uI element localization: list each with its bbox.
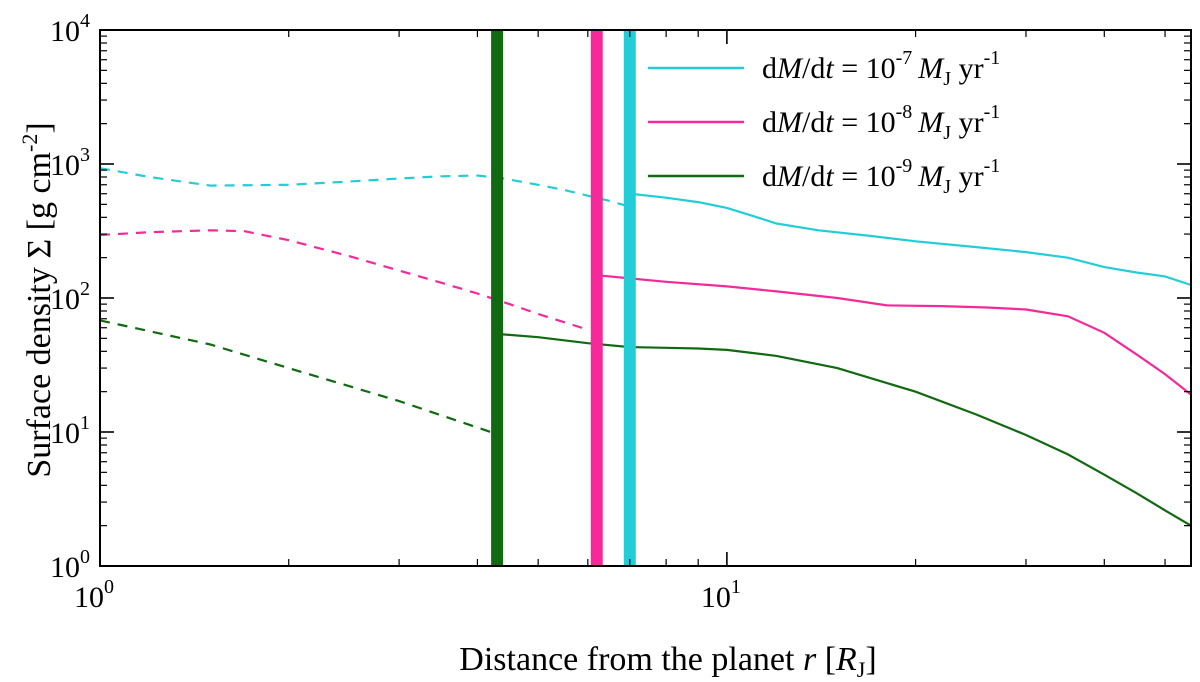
legend-eq: = 10 <box>834 52 896 85</box>
legend-yr: yr <box>951 106 984 139</box>
y-tick-label: 100 <box>50 546 90 584</box>
legend-M: M <box>776 106 804 139</box>
legend-MJ: M <box>917 160 945 193</box>
legend-t: t <box>825 106 834 139</box>
legend-slash-d: /d <box>802 52 825 85</box>
x-axis-label: Distance from the planet r [RJ] <box>459 641 876 682</box>
x-tick-exponent: 1 <box>731 576 741 598</box>
legend-MJ: M <box>917 106 945 139</box>
y-axis-label: Surface density Σ [g cm-2] <box>17 122 58 477</box>
series-2-solid-line <box>596 274 1191 396</box>
y-tick-exponent: 1 <box>80 412 90 434</box>
legend-t: t <box>825 160 834 193</box>
y-tick-label: 103 <box>50 144 90 182</box>
legend-M: M <box>776 160 804 193</box>
legend-exp: -7 <box>896 47 913 69</box>
series-3-solid-line <box>497 332 1191 527</box>
y-tick-base: 10 <box>50 149 80 182</box>
x-tick-label: 101 <box>701 576 741 614</box>
legend-exp: -8 <box>896 101 913 123</box>
y-tick-base: 10 <box>50 417 80 450</box>
legend-yrexp: -1 <box>984 47 1001 69</box>
legend-d: d <box>762 106 777 139</box>
legend-slash-d: /d <box>802 160 825 193</box>
legend-J: J <box>943 68 951 90</box>
legend-d: d <box>762 160 777 193</box>
x-tick-base: 10 <box>701 581 731 614</box>
legend-yrexp: -1 <box>984 155 1001 177</box>
x-tick-base: 10 <box>74 581 104 614</box>
legend-eq: = 10 <box>834 160 896 193</box>
legend-t: t <box>825 52 834 85</box>
y-tick-exponent: 0 <box>80 546 90 568</box>
x-tick-exponent: 0 <box>104 576 114 598</box>
legend-label-3: dM/dt = 10-9 MJ yr-1 <box>762 155 1000 198</box>
series-1-solid-line <box>629 192 1191 287</box>
legend-yr: yr <box>951 52 984 85</box>
x-tick-label: 100 <box>74 576 114 614</box>
legend: dM/dt = 10-7 MJ yr-1dM/dt = 10-8 MJ yr-1dM… <box>648 47 1000 198</box>
y-tick-exponent: 2 <box>80 278 90 300</box>
legend-yrexp: -1 <box>984 101 1001 123</box>
plot-frame <box>99 29 1192 567</box>
y-tick-label: 102 <box>50 278 90 316</box>
series-3-dashed-line <box>100 319 492 434</box>
legend-label-1: dM/dt = 10-7 MJ yr-1 <box>762 47 1000 90</box>
legend-exp: -9 <box>896 155 913 177</box>
series-2-dashed-line <box>100 229 589 331</box>
legend-MJ: M <box>917 52 945 85</box>
legend-d: d <box>762 52 777 85</box>
y-tick-label: 104 <box>50 10 90 48</box>
y-tick-base: 10 <box>50 551 80 584</box>
y-tick-exponent: 3 <box>80 144 90 166</box>
legend-label-2: dM/dt = 10-8 MJ yr-1 <box>762 101 1000 144</box>
series-1-dashed-line <box>100 167 631 208</box>
legend-M: M <box>776 52 804 85</box>
y-tick-base: 10 <box>50 15 80 48</box>
y-tick-base: 10 <box>50 283 80 316</box>
legend-slash-d: /d <box>802 106 825 139</box>
y-tick-label: 101 <box>50 412 90 450</box>
legend-J: J <box>943 122 951 144</box>
legend-yr: yr <box>951 160 984 193</box>
legend-eq: = 10 <box>834 106 896 139</box>
series-group <box>100 30 1191 566</box>
legend-J: J <box>943 176 951 198</box>
y-tick-exponent: 4 <box>80 10 90 32</box>
plot-layer <box>100 30 1191 566</box>
